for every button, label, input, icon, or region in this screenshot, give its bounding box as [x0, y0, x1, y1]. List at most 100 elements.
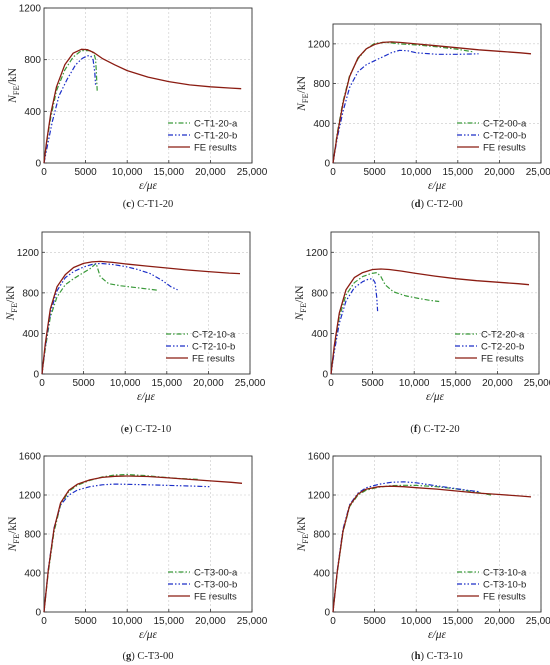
y-tick-label: 0	[324, 159, 330, 170]
y-tick-label: 0	[35, 608, 41, 619]
y-axis-label-main: N	[5, 311, 17, 321]
x-tick-label: 25,000	[526, 616, 550, 627]
legend-label: C-T2-10-b	[192, 342, 235, 353]
y-tick-label: 0	[35, 159, 41, 170]
series-line-2	[43, 55, 97, 164]
caption-letter: f	[414, 424, 418, 435]
legend-label: C-T3-00-b	[194, 580, 237, 591]
caption-paren-open: (	[122, 651, 126, 662]
legend-label: FE results	[483, 592, 526, 603]
caption-letter: h	[415, 651, 421, 662]
series-line-3	[332, 41, 532, 164]
y-axis-label-main: N	[7, 94, 19, 104]
y-tick-label: 1600	[19, 452, 42, 463]
panel-caption: (c) C-T1-20	[123, 199, 173, 210]
y-axis-label-main: N	[294, 311, 306, 321]
y-tick-label: 1200	[17, 248, 40, 259]
x-tick-label: 25,000	[526, 167, 550, 178]
y-axis-label: NFE/kN	[296, 75, 310, 112]
caption-paren-close: )	[421, 651, 427, 662]
x-tick-label: 25,000	[235, 378, 266, 389]
x-axis-label: ε/με	[139, 180, 157, 192]
y-tick-label: 1200	[19, 491, 42, 502]
y-tick-label: 400	[24, 569, 41, 580]
caption-name: C-T3-00	[137, 651, 173, 662]
x-axis-label: ε/με	[137, 391, 155, 403]
y-tick-label: 0	[324, 608, 330, 619]
x-tick-label: 5000	[363, 167, 386, 178]
y-tick-label: 400	[24, 107, 41, 118]
x-tick-label: 10,000	[401, 616, 432, 627]
y-axis-label-unit: /kN	[5, 285, 17, 303]
caption-paren-close: )	[417, 424, 423, 435]
x-tick-label: 0	[41, 616, 47, 627]
panel-caption: (h) C-T3-10	[411, 651, 463, 662]
legend-label: C-T3-00-a	[194, 568, 238, 579]
x-tick-label: 15,000	[154, 616, 185, 627]
series-line-2	[330, 278, 379, 375]
panel-caption: (d) C-T2-00	[411, 199, 463, 210]
x-tick-label: 15,000	[154, 167, 185, 178]
caption-name: C-T2-00	[427, 199, 463, 210]
y-axis-label-unit: /kN	[7, 516, 19, 534]
caption-name: C-T1-20	[137, 199, 173, 210]
caption-letter: e	[124, 424, 129, 435]
y-axis-label-unit: /kN	[296, 75, 308, 93]
caption-letter: d	[415, 199, 421, 210]
series-line-2	[41, 262, 178, 375]
y-axis-label-sub: FE	[11, 534, 21, 544]
x-tick-label: 10,000	[112, 167, 143, 178]
y-tick-label: 1200	[308, 39, 331, 50]
legend-label: C-T1-20-b	[194, 131, 237, 142]
x-axis-label: ε/με	[426, 391, 444, 403]
plot-frame	[43, 7, 253, 164]
y-tick-label: 0	[322, 370, 328, 381]
y-tick-label: 1600	[308, 452, 331, 463]
caption-paren-open: (	[411, 651, 415, 662]
legend-label: C-T2-00-a	[483, 119, 527, 130]
x-tick-label: 15,000	[441, 378, 472, 389]
x-tick-label: 25,000	[237, 616, 268, 627]
y-tick-label: 1200	[306, 248, 329, 259]
x-tick-label: 5000	[72, 378, 95, 389]
x-tick-label: 0	[328, 378, 334, 389]
y-axis-label-unit: /kN	[7, 67, 19, 85]
y-axis-label: NFE/kN	[7, 516, 21, 553]
legend-label: FE results	[481, 354, 524, 365]
panel-caption: (f) C-T2-20	[410, 424, 459, 435]
caption-paren-open: (	[123, 199, 127, 210]
series-line-1	[332, 484, 492, 613]
x-tick-label: 15,000	[443, 616, 474, 627]
x-axis-label: ε/με	[428, 180, 446, 192]
x-axis-label: ε/με	[139, 629, 157, 641]
y-tick-label: 800	[22, 288, 39, 299]
y-axis-label: NFE/kN	[7, 67, 21, 104]
caption-paren-open: (	[410, 424, 414, 435]
x-tick-label: 20,000	[195, 167, 226, 178]
y-tick-label: 800	[311, 288, 328, 299]
caption-letter: c	[126, 199, 131, 210]
x-tick-label: 10,000	[110, 378, 141, 389]
chart-panel-f: 0 5000 10,000 15,000 20,000 25,000 0 400 800 1200…	[294, 231, 550, 435]
series-line-1	[332, 41, 473, 164]
x-tick-label: 0	[330, 616, 336, 627]
x-tick-label: 5000	[361, 378, 384, 389]
legend-label: C-T2-00-b	[483, 131, 526, 142]
legend-label: FE results	[194, 592, 237, 603]
legend-label: FE results	[483, 143, 526, 154]
legend-label: C-T2-20-a	[481, 330, 525, 341]
x-axis-label: ε/με	[428, 629, 446, 641]
legend-label: C-T3-10-b	[483, 580, 526, 591]
panel-caption: (g) C-T3-00	[122, 651, 173, 662]
caption-name: C-T2-10	[135, 424, 171, 435]
y-axis-label-sub: FE	[300, 93, 310, 103]
panel-caption: (e) C-T2-10	[121, 424, 171, 435]
x-tick-label: 20,000	[193, 378, 224, 389]
y-tick-label: 400	[311, 329, 328, 340]
x-tick-label: 0	[41, 167, 47, 178]
x-tick-label: 10,000	[399, 378, 430, 389]
y-axis-label-sub: FE	[300, 534, 310, 544]
plot-frame	[41, 231, 251, 375]
y-tick-label: 800	[313, 79, 330, 90]
series-line-2	[332, 481, 479, 613]
